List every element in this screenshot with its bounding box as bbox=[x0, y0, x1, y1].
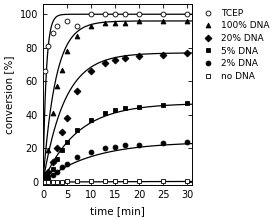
Y-axis label: conversion [%]: conversion [%] bbox=[4, 55, 14, 134]
Legend: TCEP, 100% DNA, 20% DNA, 5% DNA, 2% DNA, no DNA: TCEP, 100% DNA, 20% DNA, 5% DNA, 2% DNA,… bbox=[199, 9, 270, 81]
X-axis label: time [min]: time [min] bbox=[90, 206, 145, 216]
